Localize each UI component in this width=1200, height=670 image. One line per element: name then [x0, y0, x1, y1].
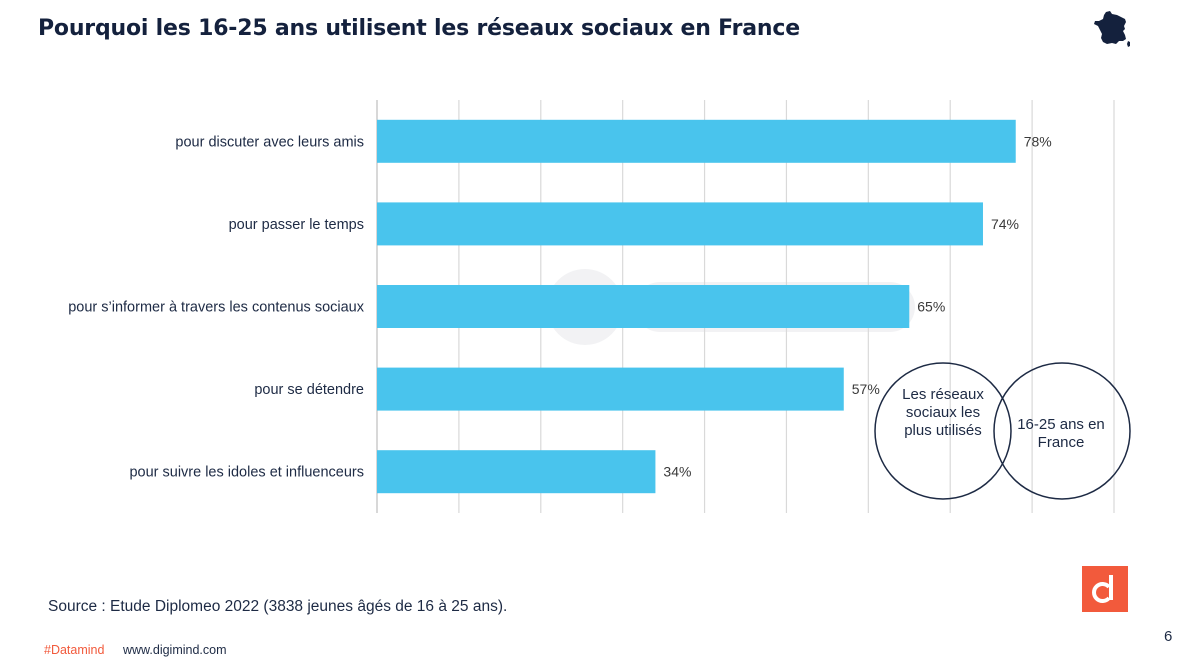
bar [377, 285, 910, 328]
website-link[interactable]: www.digimind.com [123, 643, 227, 657]
category-label: pour se détendre [254, 382, 364, 398]
venn-circles [874, 362, 1131, 500]
data-label: 34% [663, 464, 691, 480]
data-label: 65% [917, 299, 945, 315]
venn-diagram: Les réseaux sociaux les plus utilisés 16… [870, 360, 1140, 502]
venn-circle-right [993, 362, 1131, 500]
category-label: pour discuter avec leurs amis [175, 134, 364, 150]
source-note: Source : Etude Diplomeo 2022 (3838 jeune… [48, 598, 508, 615]
data-label: 57% [852, 381, 880, 397]
venn-left-label: Les réseaux sociaux les plus utilisés [902, 386, 984, 439]
venn-right-label: 16-25 ans en France [1017, 416, 1105, 451]
bar [377, 119, 1016, 163]
data-label: 78% [1024, 133, 1052, 149]
bar-chart: pour discuter avec leurs amis 78% pour pas… [68, 100, 1115, 513]
bar [377, 367, 844, 411]
category-label: pour suivre les idoles et influenceurs [129, 465, 364, 481]
page-number: 6 [1164, 628, 1173, 645]
slide-title: Pourquoi les 16-25 ans utilisent les rés… [38, 16, 800, 41]
category-label: pour s’informer à travers les contenus s… [68, 300, 365, 316]
france-map-icon [1094, 11, 1130, 47]
hashtag-link[interactable]: #Datamind [44, 643, 105, 657]
bar [377, 450, 656, 494]
data-label: 74% [991, 216, 1019, 232]
venn-circle-left [874, 362, 1012, 500]
bar [377, 202, 983, 246]
category-label: pour passer le temps [229, 217, 364, 233]
digimind-logo-icon [1082, 566, 1128, 612]
